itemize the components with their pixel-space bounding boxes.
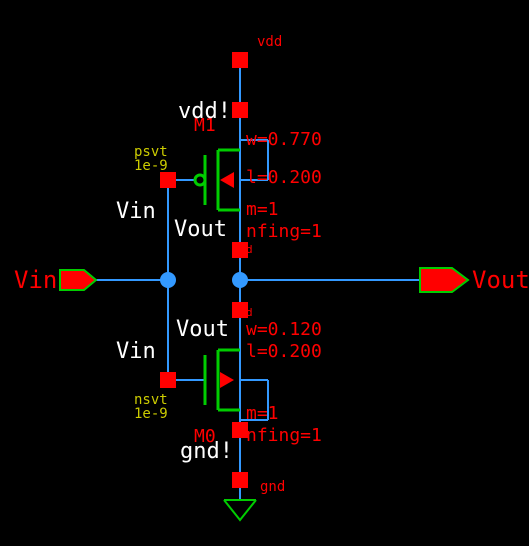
device-arrows bbox=[220, 172, 234, 388]
vout-port-shape bbox=[420, 268, 468, 292]
m1-m: m=1 bbox=[246, 199, 279, 220]
labels: vdd gnd Vin Vout M1 M0 vdd! gnd! Vin Vin… bbox=[14, 34, 529, 495]
gnd-pin-label: gnd bbox=[260, 479, 285, 495]
d-bot: d bbox=[246, 306, 253, 319]
junctions bbox=[160, 272, 248, 288]
nsvt-scale: 1e-9 bbox=[134, 406, 168, 422]
schematic-canvas: vdd gnd Vin Vout M1 M0 vdd! gnd! Vin Vin… bbox=[0, 0, 529, 546]
m1-l: l=0.200 bbox=[246, 167, 322, 188]
vin-port-label: Vin bbox=[14, 266, 57, 294]
m1-top-sq bbox=[232, 102, 248, 118]
psvt-scale: 1e-9 bbox=[134, 158, 168, 174]
m0-m: m=1 bbox=[246, 403, 279, 424]
m0-nf: nfing=1 bbox=[246, 425, 322, 446]
m1-w: w=0.770 bbox=[246, 129, 322, 150]
vdd-pin-label: vdd bbox=[257, 34, 282, 50]
gnd-pin-sq bbox=[232, 472, 248, 488]
m1-nf: nfing=1 bbox=[246, 221, 322, 242]
vin-gate-top: Vin bbox=[116, 199, 156, 224]
m1-gate-sq bbox=[160, 172, 176, 188]
m0-gate-sq bbox=[160, 372, 176, 388]
vout-port-label: Vout bbox=[472, 266, 529, 294]
d-top: d bbox=[246, 243, 253, 256]
vdd-bang: vdd! bbox=[178, 99, 231, 124]
gnd-symbol bbox=[224, 500, 256, 520]
vdd-pin-sq bbox=[232, 52, 248, 68]
m0-l: l=0.200 bbox=[246, 341, 322, 362]
m0-w: w=0.120 bbox=[246, 319, 322, 340]
vin-port-shape bbox=[60, 270, 96, 290]
vout-bot: Vout bbox=[176, 317, 229, 342]
gnd-bang: gnd! bbox=[180, 439, 233, 464]
vin-gate-bot: Vin bbox=[116, 339, 156, 364]
vout-top: Vout bbox=[174, 217, 227, 242]
